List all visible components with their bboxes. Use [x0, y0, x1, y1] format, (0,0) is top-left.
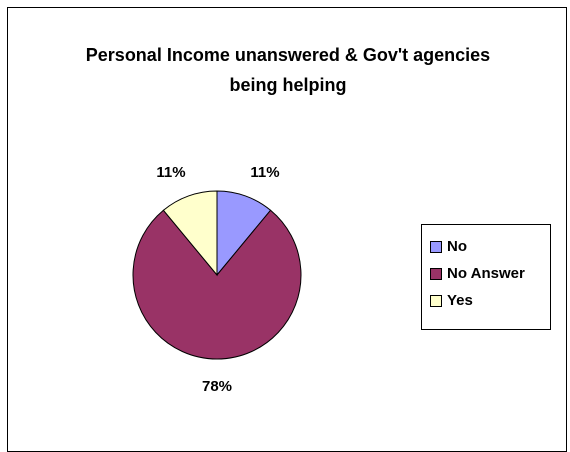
pie-slice-no-answer	[132, 209, 302, 360]
legend: No No Answer Yes	[421, 224, 551, 330]
data-label-no: 11%	[250, 164, 279, 181]
pie-slice-yes	[162, 190, 218, 277]
legend-item-no-answer: No Answer	[422, 260, 550, 287]
data-label-no-answer: 78%	[202, 378, 232, 395]
legend-swatch-no-answer	[430, 267, 442, 280]
legend-item-no: No	[422, 233, 550, 260]
chart-title: Personal Income unanswered & Gov't agenc…	[85, 45, 491, 95]
legend-item-yes: Yes	[422, 287, 550, 314]
legend-swatch-no	[430, 240, 442, 253]
legend-label-no-answer: No Answer	[447, 265, 525, 282]
legend-swatch-yes	[430, 294, 442, 307]
data-label-yes: 11%	[156, 164, 185, 181]
legend-label-yes: Yes	[447, 292, 473, 309]
legend-label-no: No	[447, 238, 467, 255]
